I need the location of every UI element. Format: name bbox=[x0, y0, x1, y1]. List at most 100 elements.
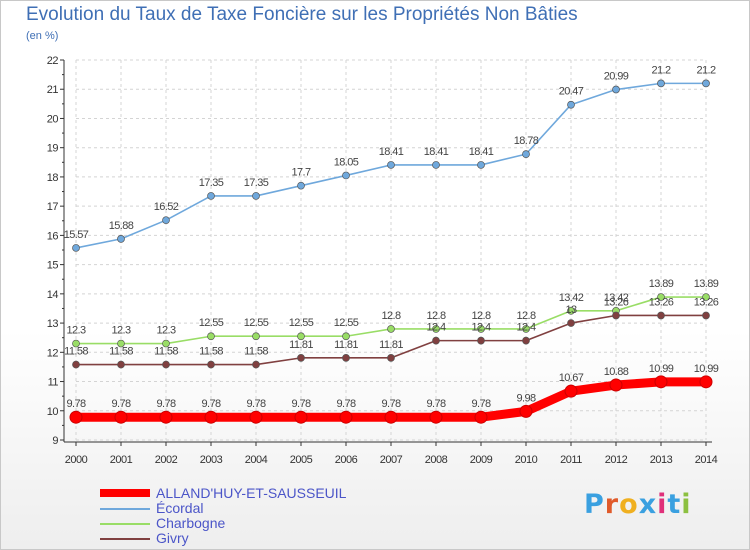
x-tick-label: 2000 bbox=[65, 454, 88, 466]
data-label: 9.78 bbox=[156, 398, 175, 410]
data-label: 16.52 bbox=[154, 201, 179, 213]
data-label: 9.78 bbox=[246, 398, 265, 410]
y-tick-label: 14 bbox=[47, 289, 59, 301]
data-label: 21.2 bbox=[696, 64, 715, 76]
data-point bbox=[114, 410, 128, 424]
x-tick-label: 2005 bbox=[290, 454, 313, 466]
data-point bbox=[702, 293, 710, 301]
data-point bbox=[162, 339, 170, 348]
data-label: 9.78 bbox=[426, 398, 445, 410]
data-point bbox=[699, 375, 713, 389]
data-point bbox=[567, 100, 575, 109]
legend-swatch-givry bbox=[100, 538, 150, 540]
data-point bbox=[207, 332, 215, 341]
logo-letter: r bbox=[604, 489, 620, 520]
data-label: 11.58 bbox=[244, 346, 268, 358]
data-point bbox=[567, 319, 575, 327]
x-tick-label: 2014 bbox=[695, 454, 718, 466]
data-label: 9.78 bbox=[471, 398, 490, 410]
data-point bbox=[72, 360, 80, 369]
data-label: 10.99 bbox=[649, 363, 674, 375]
data-point bbox=[117, 235, 125, 243]
y-tick-label: 12 bbox=[47, 347, 59, 359]
y-tick-label: 21 bbox=[47, 84, 59, 96]
data-point bbox=[252, 332, 260, 341]
data-label: 13 bbox=[565, 304, 577, 316]
data-label: 11.58 bbox=[109, 346, 133, 358]
data-point bbox=[342, 354, 350, 362]
data-label: 12.8 bbox=[516, 310, 535, 322]
data-point bbox=[477, 325, 485, 333]
data-label: 18.05 bbox=[334, 156, 359, 168]
data-point bbox=[207, 360, 215, 369]
data-label: 12.8 bbox=[381, 310, 400, 322]
data-label: 12.3 bbox=[111, 325, 130, 337]
data-label: 9.78 bbox=[66, 398, 85, 410]
legend-label-alland: ALLAND'HUY-ET-SAUSSEUIL bbox=[156, 485, 347, 501]
data-point bbox=[429, 410, 443, 424]
data-point bbox=[432, 336, 440, 345]
data-point bbox=[477, 336, 485, 345]
data-label: 12.55 bbox=[289, 317, 314, 329]
data-label: 20.47 bbox=[559, 86, 584, 98]
data-label: 12.55 bbox=[334, 317, 359, 329]
data-label: 10.88 bbox=[604, 366, 629, 378]
data-point bbox=[162, 216, 170, 225]
data-point bbox=[657, 293, 665, 301]
legend-swatch-charbogne bbox=[100, 523, 150, 525]
y-tick-label: 17 bbox=[47, 201, 59, 213]
chart-title: Evolution du Taux de Taxe Foncière sur l… bbox=[26, 4, 578, 25]
y-tick-label: 19 bbox=[47, 143, 59, 155]
chart-unit: (en %) bbox=[26, 30, 59, 42]
data-label: 11.81 bbox=[334, 339, 358, 351]
y-tick-label: 20 bbox=[47, 113, 59, 125]
data-label: 9.78 bbox=[111, 398, 130, 410]
data-label: 12.4 bbox=[426, 322, 445, 334]
legend-label-givry: Givry bbox=[156, 530, 189, 546]
data-point bbox=[252, 360, 260, 369]
data-label: 11.81 bbox=[379, 339, 403, 351]
data-label: 15.88 bbox=[109, 220, 134, 232]
data-label: 12.8 bbox=[471, 310, 490, 322]
data-point bbox=[477, 161, 485, 169]
data-label: 18.41 bbox=[424, 146, 449, 158]
x-tick-label: 2009 bbox=[470, 454, 493, 466]
data-label: 17.35 bbox=[199, 177, 224, 189]
data-point bbox=[519, 404, 533, 418]
x-tick-label: 2008 bbox=[425, 454, 448, 466]
data-label: 12.8 bbox=[426, 310, 445, 322]
data-label: 9.78 bbox=[381, 398, 400, 410]
data-point bbox=[162, 360, 170, 369]
data-point bbox=[387, 354, 395, 362]
data-point bbox=[609, 378, 623, 392]
data-point bbox=[249, 410, 263, 424]
logo-letter: o bbox=[619, 489, 639, 520]
data-point bbox=[387, 161, 395, 169]
data-point bbox=[612, 311, 620, 320]
data-label: 20.99 bbox=[604, 71, 629, 83]
data-point bbox=[474, 410, 488, 424]
data-point bbox=[567, 306, 575, 315]
x-tick-label: 2003 bbox=[200, 454, 223, 466]
data-label: 9.78 bbox=[336, 398, 355, 410]
data-label: 13.42 bbox=[559, 292, 584, 304]
data-label: 13.89 bbox=[694, 278, 719, 290]
data-point bbox=[657, 311, 665, 320]
data-point bbox=[294, 410, 308, 424]
proxiti-logo: Proxiti bbox=[584, 489, 692, 520]
data-label: 18.41 bbox=[469, 146, 494, 158]
data-point bbox=[522, 150, 530, 158]
data-point bbox=[564, 384, 578, 398]
data-point bbox=[432, 325, 440, 333]
x-tick-label: 2010 bbox=[515, 454, 538, 466]
data-point bbox=[432, 161, 440, 169]
data-label: 13.89 bbox=[649, 278, 674, 290]
data-point bbox=[342, 171, 350, 180]
y-tick-label: 18 bbox=[47, 172, 59, 184]
data-point bbox=[252, 192, 260, 200]
data-label: 12.3 bbox=[66, 325, 85, 337]
data-point bbox=[207, 192, 215, 200]
data-label: 13.26 bbox=[649, 296, 674, 308]
x-tick-label: 2004 bbox=[245, 454, 268, 466]
